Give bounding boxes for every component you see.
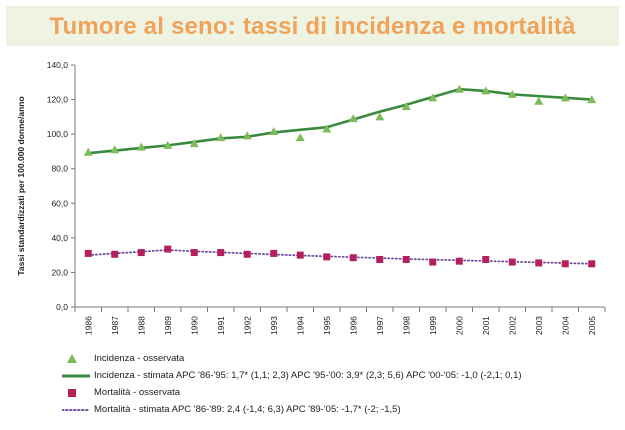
x-tick-label: 1990: [189, 316, 199, 335]
mortality-observed-point: [561, 260, 569, 268]
y-tick-label: 140,0: [47, 60, 69, 70]
x-tick-label: 2000: [454, 316, 464, 335]
legend-label: Mortalità - osservata: [94, 387, 181, 398]
y-tick-label: 60,0: [51, 198, 68, 208]
incidence-observed-point: [322, 124, 332, 133]
mortality-observed-point: [217, 249, 225, 257]
x-tick-label: 1996: [348, 316, 358, 335]
mortality-observed-point: [508, 258, 516, 266]
x-tick-label: 1987: [110, 316, 120, 335]
incidence-observed-point: [560, 93, 570, 102]
title-band: Tumore al seno: tassi di incidenza e mor…: [6, 6, 619, 46]
x-tick-label: 1998: [401, 316, 411, 335]
mortality-observed-point: [455, 257, 463, 265]
incidence-observed-point: [242, 131, 252, 140]
x-tick-label: 1992: [242, 316, 252, 335]
mortality-estimated-line: [87, 249, 593, 265]
x-tick-label: 1991: [216, 316, 226, 335]
incidence-observed-point: [189, 139, 199, 148]
legend: Incidenza - osservata Incidenza - stimat…: [62, 350, 622, 418]
solid-line-icon: [62, 374, 90, 378]
square-marker-icon: [68, 389, 76, 397]
mortality-observed-point: [376, 255, 384, 263]
legend-label: Incidenza - stimata APC '86-'95: 1,7* (1…: [94, 370, 522, 381]
x-tick-label: 1986: [83, 316, 93, 335]
incidence-observed-point: [587, 95, 597, 104]
mortality-observed-point: [535, 259, 543, 267]
x-tick-label: 1997: [375, 316, 385, 335]
legend-item-mortality-estimated: Mortalità - stimata APC '86-'89: 2,4 (-1…: [62, 401, 622, 418]
mortality-observed-point: [402, 255, 410, 263]
mortality-observed-point: [164, 245, 172, 253]
y-tick-label: 120,0: [47, 95, 69, 105]
y-tick-label: 100,0: [47, 129, 69, 139]
incidence-observed-point: [348, 114, 358, 123]
mortality-observed-point: [323, 253, 331, 261]
x-tick-label: 1988: [136, 316, 146, 335]
chart-title: Tumore al seno: tassi di incidenza e mor…: [49, 13, 576, 40]
x-tick-label: 2001: [481, 316, 491, 335]
y-tick-label: 20,0: [51, 267, 68, 277]
x-tick-label: 1994: [295, 316, 305, 335]
chart-canvas: 0,0 20,0 40,0 60,0 80,0 100,0 120,0 140,0 1986 19…: [16, 60, 606, 335]
x-tick-label: 2004: [560, 316, 570, 335]
x-tick-label: 1993: [269, 316, 279, 335]
incidence-observed-point: [481, 86, 491, 95]
x-tick-label: 1995: [322, 316, 332, 335]
legend-item-incidence-estimated: Incidenza - stimata APC '86-'95: 1,7* (1…: [62, 367, 622, 384]
incidence-observed-point: [110, 145, 120, 154]
mortality-observed-point: [349, 254, 357, 262]
x-tick-label: 2003: [534, 316, 544, 335]
y-tick-label: 0,0: [56, 302, 68, 312]
incidence-observed-point: [375, 112, 385, 121]
mortality-observed-point: [84, 249, 92, 257]
legend-item-incidence-observed: Incidenza - osservata: [62, 350, 622, 367]
mortality-observed-point: [429, 258, 437, 266]
y-tick-label: 40,0: [51, 233, 68, 243]
mortality-observed-point: [270, 249, 278, 257]
y-tick-label: 80,0: [51, 164, 68, 174]
incidence-observed-point: [136, 142, 146, 151]
incidence-observed-point: [454, 84, 464, 93]
mortality-observed-point: [482, 255, 490, 263]
x-tick-label: 2002: [507, 316, 517, 335]
incidence-observed-point: [507, 89, 517, 98]
incidence-observed-point: [401, 101, 411, 110]
mortality-observed-point: [588, 260, 596, 268]
incidence-observed-point: [83, 147, 93, 156]
incidence-observed-point: [534, 96, 544, 105]
dotted-line-icon: [62, 409, 91, 411]
y-axis-label: Tassi standardizzati per 100.000 donne/a…: [16, 96, 26, 275]
mortality-observed-point: [137, 249, 145, 257]
incidence-observed-point: [163, 140, 173, 149]
mortality-observed-point: [296, 251, 304, 259]
incidence-observed-point: [269, 127, 279, 136]
incidence-observed-point: [428, 93, 438, 102]
incidence-observed-point: [216, 133, 226, 142]
mortality-observed-point: [243, 250, 251, 258]
legend-item-mortality-observed: Mortalità - osservata: [62, 384, 622, 401]
mortality-observed-point: [111, 250, 119, 258]
x-tick-label: 2005: [587, 316, 597, 335]
x-tick-label: 1999: [428, 316, 438, 335]
legend-label: Incidenza - osservata: [94, 353, 185, 364]
legend-label: Mortalità - stimata APC '86-'89: 2,4 (-1…: [94, 404, 401, 415]
incidence-estimated-line: [88, 87, 592, 155]
mortality-observed-point: [190, 249, 198, 257]
incidence-observed-point: [295, 133, 305, 142]
x-tick-label: 1989: [163, 316, 173, 335]
triangle-marker-icon: [67, 354, 77, 363]
